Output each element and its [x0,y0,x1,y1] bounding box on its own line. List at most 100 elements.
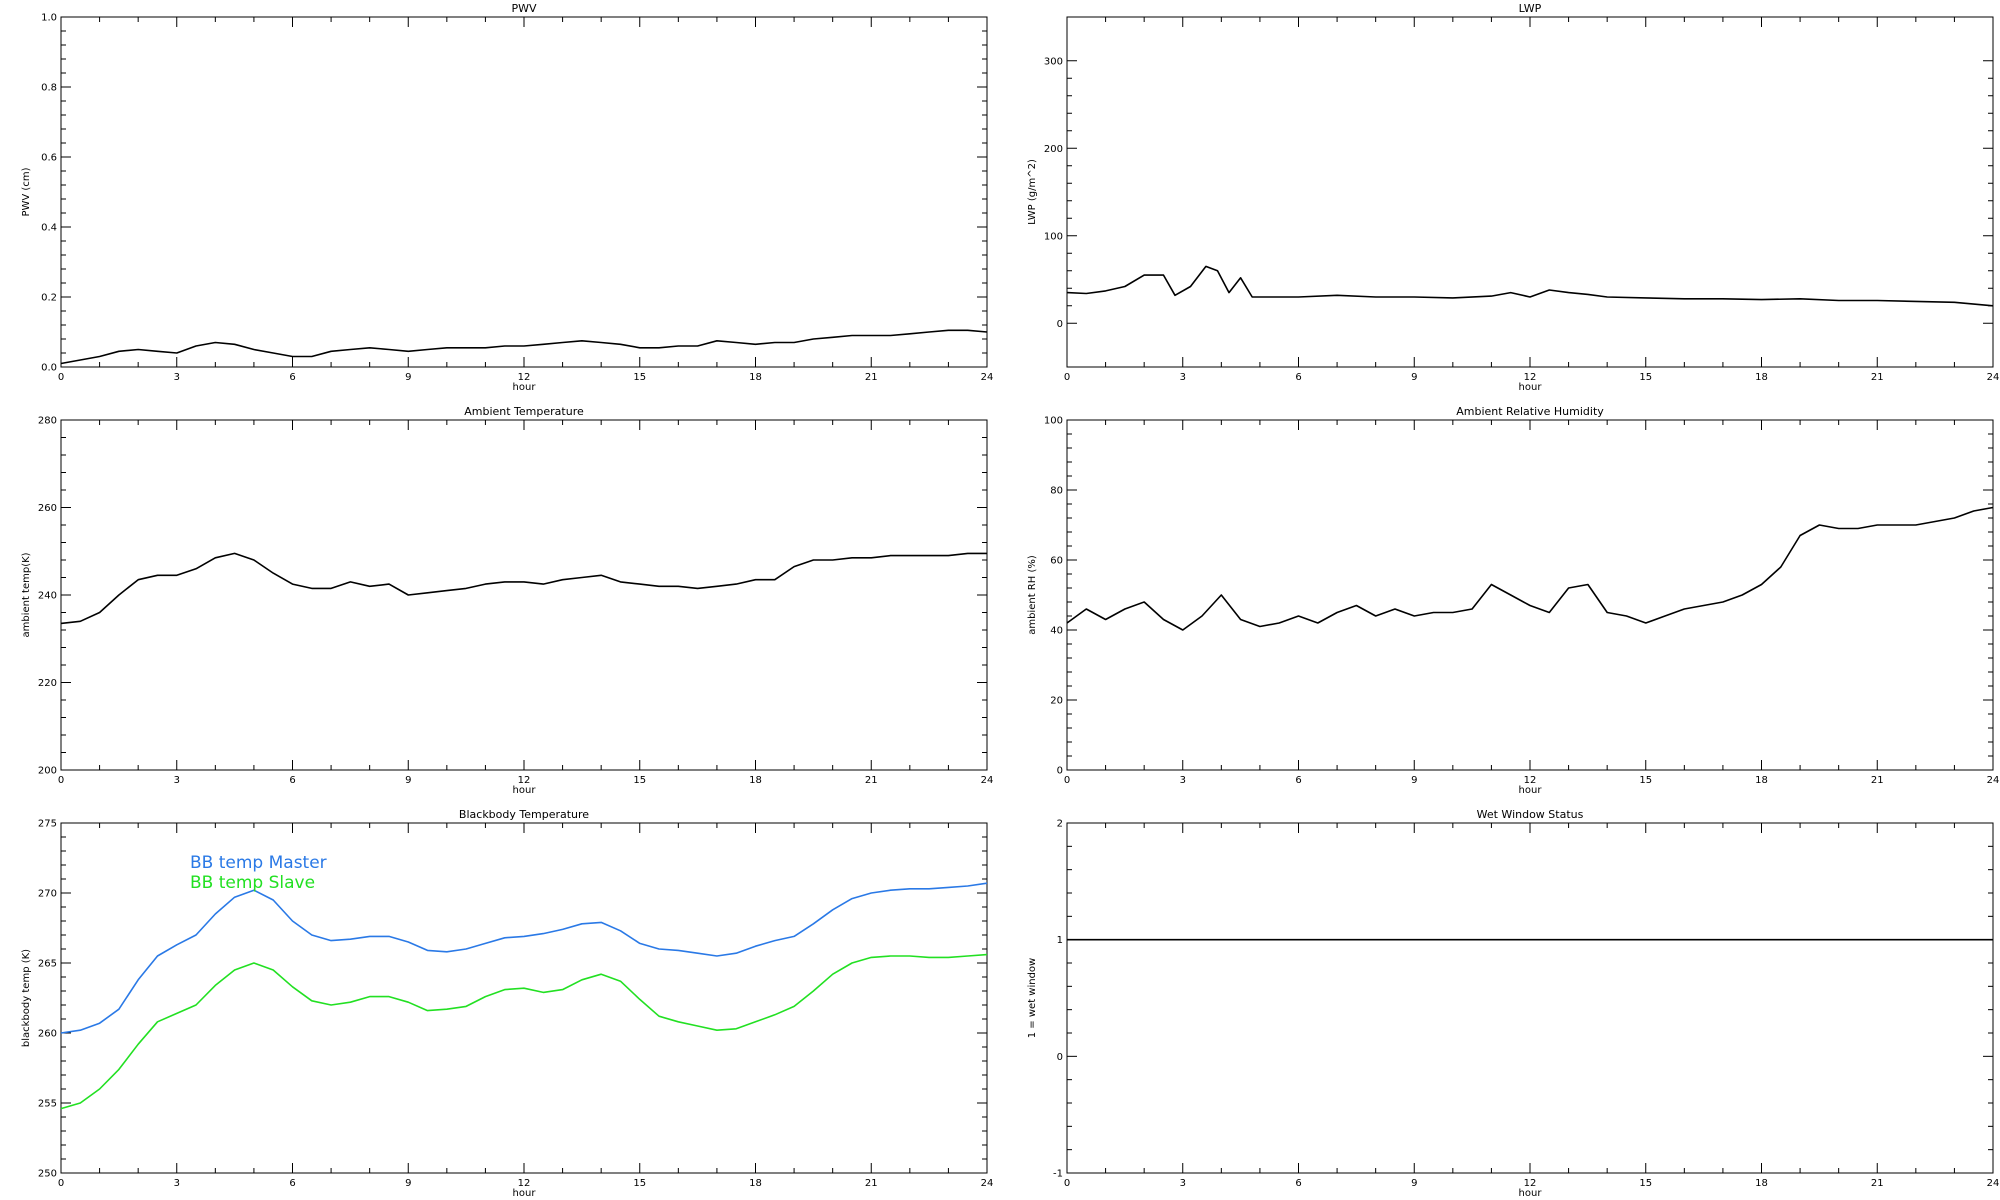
x-tick-label: 18 [749,372,762,383]
y-axis-label: LWP (g/m^2) [1027,159,1038,225]
series-line [1066,506,1994,631]
x-tick-label: 15 [633,372,646,383]
x-tick-label: 0 [1064,372,1070,383]
y-tick-label: 1.0 [41,13,57,24]
y-tick-label: -1 [1053,1169,1063,1180]
x-tick-label: 18 [749,775,762,786]
x-tick-label: 0 [58,1178,64,1189]
x-tick-label: 6 [1295,1178,1301,1189]
x-tick-label: 21 [865,1178,878,1189]
chart-title: Ambient Relative Humidity [1456,405,1604,418]
x-tick-label: 21 [865,372,878,383]
x-tick-label: 15 [633,775,646,786]
y-axis-label: 1 = wet window [1027,958,1038,1038]
x-tick-label: 15 [1639,775,1652,786]
x-axis-label: hour [1519,785,1543,796]
x-tick-label: 12 [1524,372,1537,383]
x-tick-label: 18 [1755,1178,1768,1189]
y-tick-label: 20 [1050,696,1063,707]
plot-frame [1066,822,1994,1174]
x-tick-label: 21 [1871,372,1884,383]
y-tick-label: 100 [1044,231,1063,242]
legend-label: BB temp Master [190,853,327,873]
x-tick-label: 6 [289,1178,295,1189]
x-tick-label: 3 [1180,372,1186,383]
y-tick-label: 0 [1057,766,1063,777]
x-axis-label: hour [1519,382,1543,393]
chart-title: Ambient Temperature [464,405,584,418]
plot-frame [1066,16,1994,368]
chart-panel-5: 0 3 6 9 12 15 18 21 24 250 255 260 265 270 275 Blackbod… [21,808,993,1199]
y-tick-label: 0.8 [41,83,57,94]
x-tick-label: 0 [1064,775,1070,786]
x-tick-label: 18 [1755,775,1768,786]
y-tick-label: 275 [38,819,57,830]
chart-panel-1: 0 3 6 9 12 15 18 21 24 0.0 0.2 0.4 0.6 0.8 1.0 PWV hour P… [21,2,993,393]
y-tick-label: 220 [38,678,57,689]
chart-title: LWP [1519,2,1542,15]
x-tick-label: 3 [1180,775,1186,786]
x-tick-label: 0 [1064,1178,1070,1189]
x-tick-label: 24 [1987,775,2000,786]
x-tick-label: 21 [865,775,878,786]
y-tick-label: 280 [38,416,57,427]
x-tick-label: 24 [1987,372,2000,383]
x-tick-label: 24 [1987,1178,2000,1189]
x-tick-label: 9 [1411,1178,1417,1189]
y-tick-label: 270 [38,889,57,900]
y-tick-label: 200 [1044,144,1063,155]
y-tick-label: 100 [1044,416,1063,427]
x-tick-label: 3 [1180,1178,1186,1189]
series-line [60,882,988,1034]
y-axis-label: PWV (cm) [21,167,32,216]
x-tick-label: 15 [1639,1178,1652,1189]
y-axis-label: ambient RH (%) [1027,555,1038,635]
x-tick-label: 15 [1639,372,1652,383]
y-tick-label: 300 [1044,56,1063,67]
y-tick-label: 0.0 [41,363,57,374]
x-tick-label: 3 [174,372,180,383]
plot-frame [1066,419,1994,771]
x-tick-label: 18 [749,1178,762,1189]
y-tick-label: 260 [38,503,57,514]
x-tick-label: 9 [405,372,411,383]
y-tick-label: 60 [1050,556,1063,567]
chart-panel-2: 0 3 6 9 12 15 18 21 24 0 100 200 300 LWP hour LWP (g/m^… [1027,2,1999,393]
y-tick-label: 0.2 [41,293,57,304]
y-tick-label: 255 [38,1099,57,1110]
x-tick-label: 0 [58,775,64,786]
x-tick-label: 9 [405,775,411,786]
x-tick-label: 24 [981,1178,994,1189]
x-axis-label: hour [1519,1188,1543,1199]
y-tick-label: 0.4 [41,223,57,234]
series-line [1066,265,1994,307]
x-tick-label: 21 [1871,1178,1884,1189]
x-tick-label: 6 [1295,372,1301,383]
x-tick-label: 15 [633,1178,646,1189]
x-tick-label: 9 [405,1178,411,1189]
x-tick-label: 21 [1871,775,1884,786]
x-axis-label: hour [513,785,537,796]
y-tick-label: 0.6 [41,153,57,164]
y-tick-label: 240 [38,591,57,602]
x-tick-label: 3 [174,775,180,786]
x-tick-label: 6 [289,372,295,383]
x-tick-label: 24 [981,372,994,383]
series-line [60,552,987,625]
y-tick-label: 2 [1057,819,1063,830]
legend-label: BB temp Slave [190,873,315,893]
x-tick-label: 12 [518,1178,531,1189]
series-line [60,329,988,365]
plot-frame [60,16,988,368]
y-axis-label: ambient temp(K) [21,552,32,637]
x-tick-label: 3 [174,1178,180,1189]
chart-title: PWV [511,2,537,15]
x-tick-label: 0 [58,372,64,383]
x-tick-label: 24 [981,775,994,786]
y-tick-label: 260 [38,1029,57,1040]
x-tick-label: 12 [1524,775,1537,786]
chart-panel-3: 0 3 6 9 12 15 18 21 24 200 220 240 260 280 Ambient Tem… [21,405,993,796]
x-axis-label: hour [513,382,537,393]
y-tick-label: 80 [1050,486,1063,497]
